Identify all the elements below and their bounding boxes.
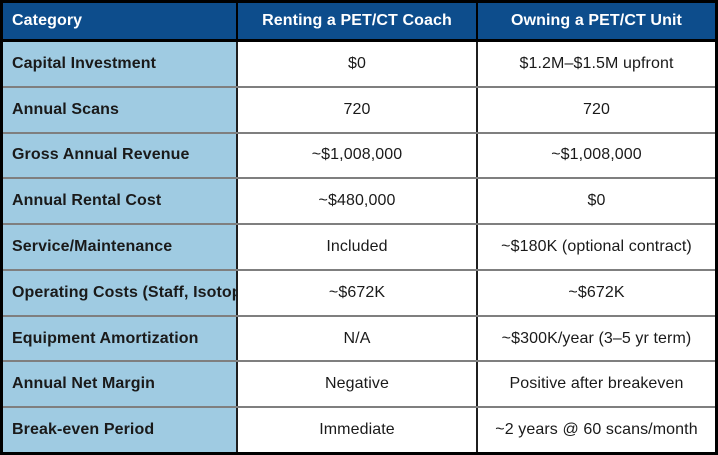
category-cell: Equipment Amortization — [3, 316, 238, 361]
owning-cell: Positive after breakeven — [509, 375, 684, 393]
owning-cell: $0 — [587, 192, 606, 210]
table-row-annual-net-margin: Annual Net Margin Negative Positive afte… — [3, 362, 715, 409]
category-cell: Service/Maintenance — [3, 225, 238, 269]
header-category: Category — [3, 3, 238, 39]
table-row-service-maintenance: Service/Maintenance Included ~$180K (opt… — [3, 225, 715, 271]
table-row-annual-rental-cost: Annual Rental Cost ~$480,000 $0 — [3, 179, 715, 226]
renting-cell: N/A — [238, 316, 478, 361]
owning-cell: ~$672K — [568, 283, 625, 301]
owning-cell: ~$1,008,000 — [551, 146, 642, 164]
renting-cell: ~$480,000 — [238, 179, 478, 224]
category-cell: Break-even Period — [3, 408, 238, 453]
table-row-break-even-period: Break-even Period Immediate ~2 years @ 6… — [3, 408, 715, 453]
owning-cell: ~$180K (optional contract) — [501, 238, 692, 256]
category-cell: Gross Annual Revenue — [3, 133, 238, 178]
renting-cell: ~$1,008,000 — [238, 133, 478, 178]
renting-cell: $0 — [238, 42, 478, 86]
header-renting: Renting a PET/CT Coach — [238, 3, 478, 39]
table-header-row: Category Renting a PET/CT Coach Owning a… — [3, 3, 715, 42]
renting-cell: Negative — [238, 362, 478, 407]
renting-cell: ~$672K — [238, 270, 478, 315]
category-cell: Annual Scans — [3, 87, 238, 132]
renting-cell: 720 — [238, 87, 478, 132]
renting-cell: Immediate — [238, 408, 478, 453]
header-owning: Owning a PET/CT Unit — [511, 12, 682, 29]
owning-cell: $1.2M–$1.5M upfront — [519, 54, 674, 72]
table-row-capital-investment: Capital Investment $0 $1.2M–$1.5M upfron… — [3, 42, 715, 88]
table-row-equipment-amortization: Equipment Amortization N/A ~$300K/year (… — [3, 316, 715, 363]
table-row-annual-scans: Annual Scans 720 720 — [3, 87, 715, 134]
category-cell: Annual Rental Cost — [3, 179, 238, 224]
table-row-gross-annual-revenue: Gross Annual Revenue ~$1,008,000 ~$1,008… — [3, 133, 715, 180]
owning-cell: ~2 years @ 60 scans/month — [495, 421, 698, 439]
category-cell: Annual Net Margin — [3, 362, 238, 407]
owning-cell: 720 — [583, 100, 610, 118]
owning-cell: ~$300K/year (3–5 yr term) — [501, 329, 692, 347]
renting-cell: Included — [238, 225, 478, 269]
category-cell: Operating Costs (Staff, Isotop — [3, 270, 238, 315]
table-row-operating-costs: Operating Costs (Staff, Isotop ~$672K ~$… — [3, 270, 715, 317]
category-cell: Capital Investment — [3, 42, 238, 86]
